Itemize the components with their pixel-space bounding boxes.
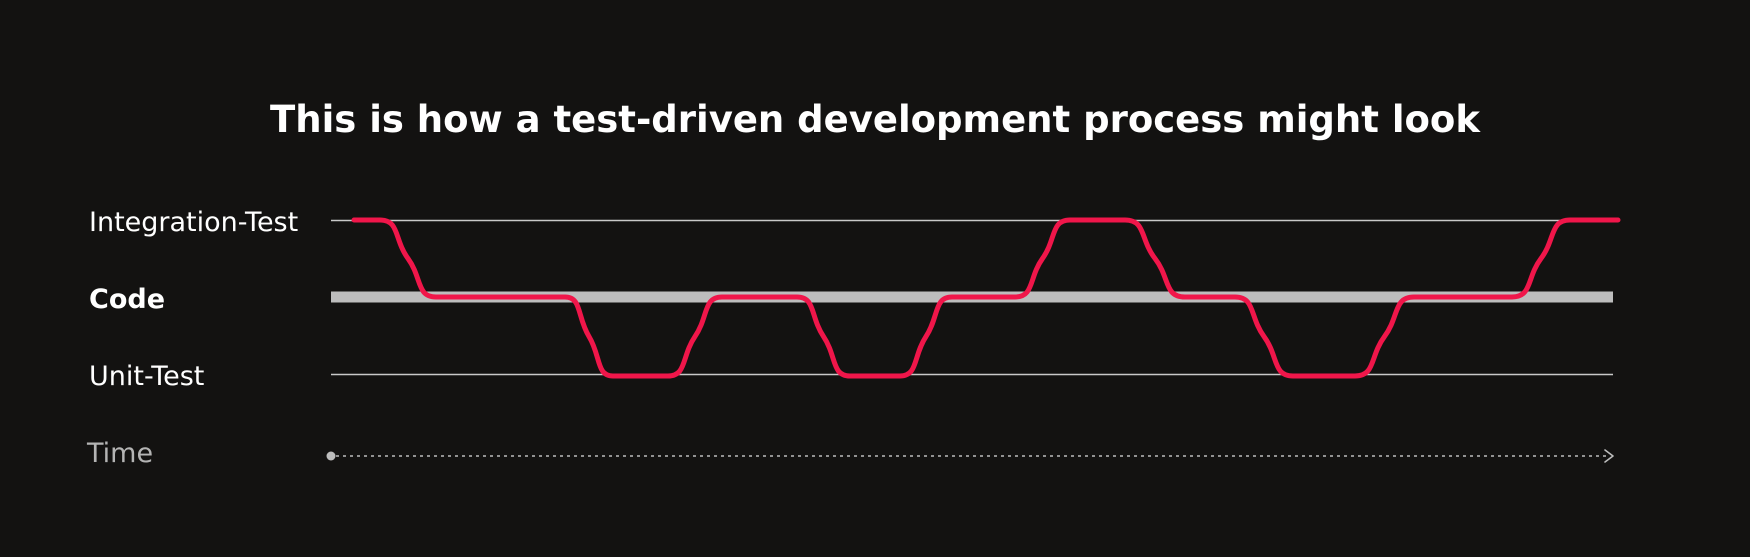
lane-label-integration-test: Integration-Test bbox=[89, 207, 298, 238]
time-axis-arrowhead bbox=[1604, 449, 1614, 463]
time-axis-label: Time bbox=[86, 438, 153, 469]
lane-label-code: Code bbox=[89, 284, 165, 315]
time-axis bbox=[326, 449, 1614, 463]
lane-label-unit-test: Unit-Test bbox=[89, 361, 204, 392]
time-axis-start-dot bbox=[326, 451, 336, 461]
process-path bbox=[351, 217, 1621, 379]
diagram-title: This is how a test-driven development pr… bbox=[270, 98, 1481, 141]
